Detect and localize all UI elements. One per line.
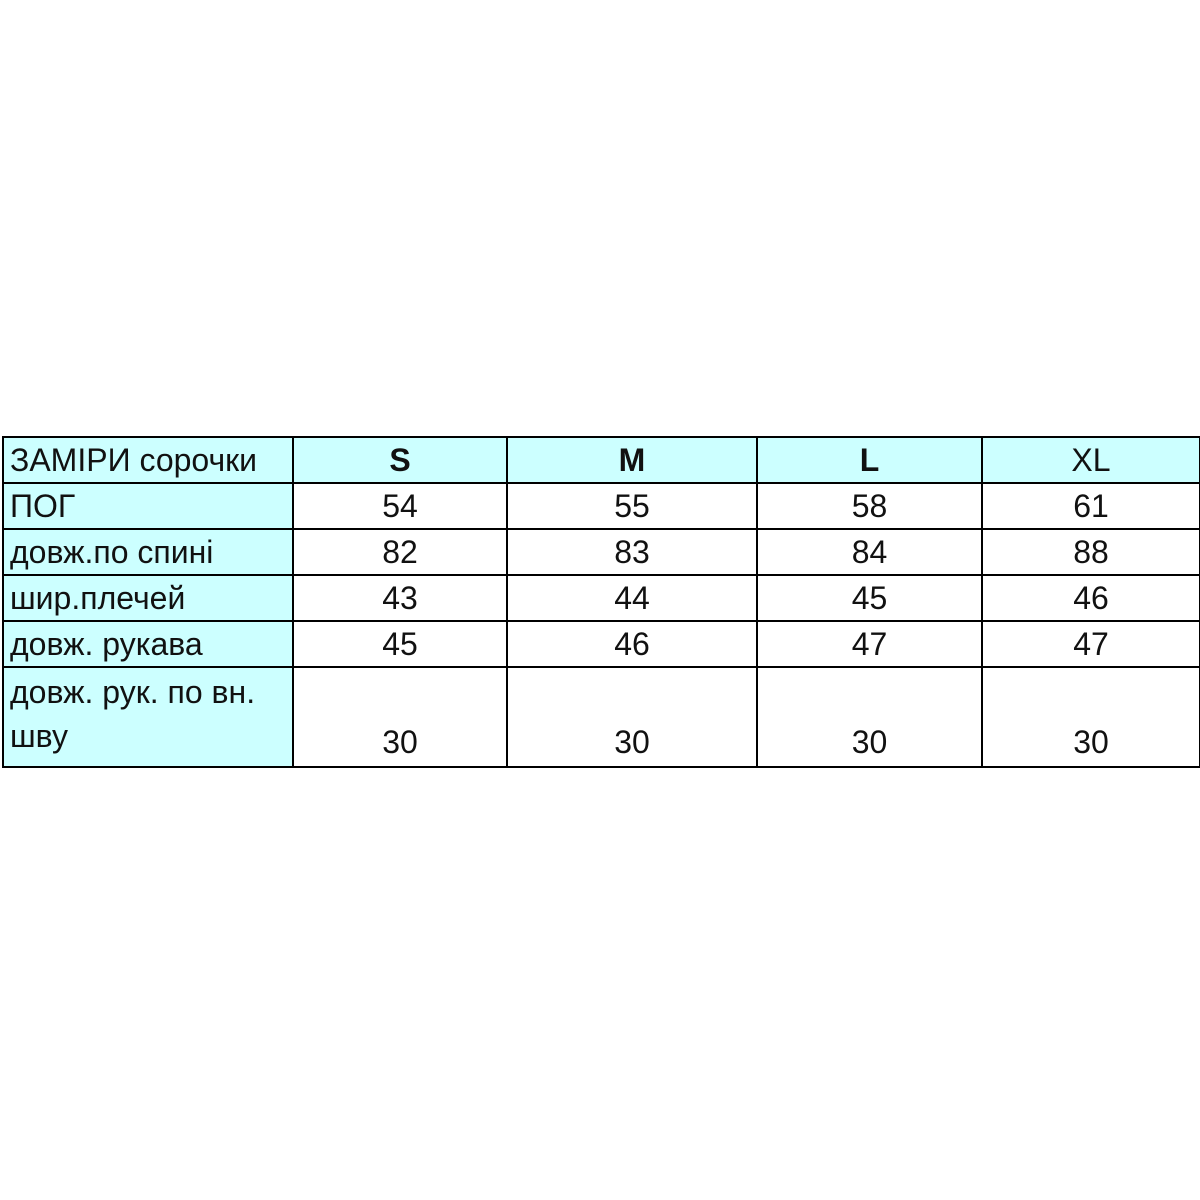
cell: 45 xyxy=(292,620,508,668)
cell: 83 xyxy=(506,528,758,576)
cell: 30 xyxy=(506,666,758,768)
cell: 54 xyxy=(292,482,508,530)
cell: 61 xyxy=(981,482,1200,530)
cell: 30 xyxy=(981,666,1200,768)
cell: 30 xyxy=(756,666,983,768)
row-label: довж. рукава xyxy=(2,620,294,668)
size-chart-table: ЗАМІРИ сорочки S M L XL ПОГ 54 55 58 61 … xyxy=(2,436,1200,768)
size-header-xl: XL xyxy=(981,436,1200,484)
table-row: ПОГ 54 55 58 61 xyxy=(2,482,1200,530)
header-row: ЗАМІРИ сорочки S M L XL xyxy=(2,436,1200,484)
cell: 47 xyxy=(756,620,983,668)
table-row: довж.по спині 82 83 84 88 xyxy=(2,528,1200,576)
cell: 55 xyxy=(506,482,758,530)
cell: 45 xyxy=(756,574,983,622)
table-row: довж. рукава 45 46 47 47 xyxy=(2,620,1200,668)
row-label: шир.плечей xyxy=(2,574,294,622)
cell: 43 xyxy=(292,574,508,622)
size-header-s: S xyxy=(292,436,508,484)
cell: 82 xyxy=(292,528,508,576)
cell: 46 xyxy=(506,620,758,668)
cell: 30 xyxy=(292,666,508,768)
row-label: довж. рук. по вн. шву xyxy=(2,666,294,768)
header-label: ЗАМІРИ сорочки xyxy=(2,436,294,484)
cell: 44 xyxy=(506,574,758,622)
row-label: ПОГ xyxy=(2,482,294,530)
row-label: довж.по спині xyxy=(2,528,294,576)
size-header-m: M xyxy=(506,436,758,484)
size-header-l: L xyxy=(756,436,983,484)
table-row: довж. рук. по вн. шву 30 30 30 30 xyxy=(2,666,1200,768)
cell: 58 xyxy=(756,482,983,530)
cell: 46 xyxy=(981,574,1200,622)
cell: 88 xyxy=(981,528,1200,576)
cell: 84 xyxy=(756,528,983,576)
table-row: шир.плечей 43 44 45 46 xyxy=(2,574,1200,622)
cell: 47 xyxy=(981,620,1200,668)
